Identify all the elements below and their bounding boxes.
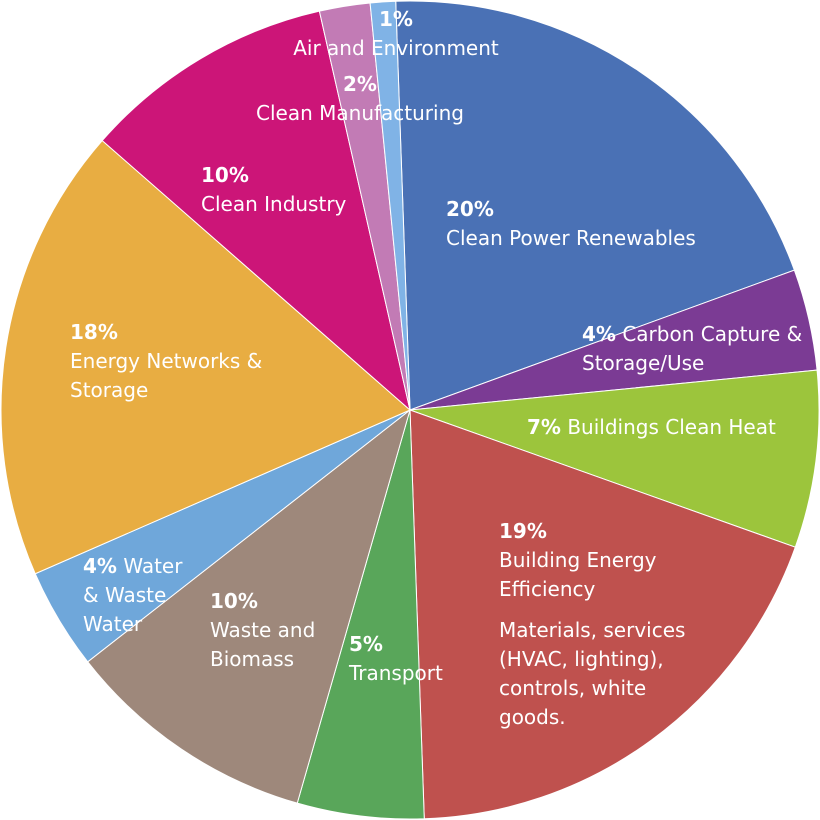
slice	[101, 10, 411, 412]
slice-label: 2% Clean Manufacturing	[230, 70, 490, 128]
category-label: Air and Environment	[293, 36, 499, 60]
percent-label: 10%	[201, 163, 249, 187]
percent-label: 19%	[499, 519, 547, 543]
percent-label: 2%	[343, 72, 377, 96]
description: Materials, services (HVAC, lighting), co…	[499, 618, 686, 729]
category-label: Buildings Clean Heat	[567, 415, 776, 439]
category-label: Energy Networks & Storage	[70, 349, 263, 402]
slice	[409, 409, 796, 820]
slice	[0, 139, 411, 575]
percent-label: 18%	[70, 320, 118, 344]
percent-label: 20%	[446, 197, 494, 221]
percent-label: 10%	[210, 589, 258, 613]
slice-label: 4% Carbon Capture & Storage/Use	[582, 320, 812, 378]
percent-label: 4%	[582, 322, 616, 346]
slice-label: 18% Energy Networks & Storage	[70, 318, 265, 405]
slice-label: 5% Transport	[349, 630, 469, 688]
slice-label: 10% Waste and Biomass	[210, 587, 340, 674]
slice	[395, 0, 795, 411]
category-label: Water & Waste Water	[83, 554, 183, 636]
percent-label: 4%	[83, 554, 117, 578]
percent-label: 7%	[527, 415, 561, 439]
slice-label: 19% Building Energy Efficiency Materials, …	[499, 517, 699, 732]
slice-label: 10% Clean Industry	[201, 161, 401, 219]
percent-label: 5%	[349, 632, 383, 656]
category-label: Building Energy Efficiency	[499, 548, 657, 601]
percent-label: 1%	[379, 7, 413, 31]
slice-label: 1% Air and Environment	[266, 5, 526, 63]
category-label: Clean Industry	[201, 192, 347, 216]
slice	[369, 0, 411, 411]
slice	[409, 369, 820, 548]
slice-label: 7% Buildings Clean Heat	[527, 413, 812, 442]
slice-label: 20% Clean Power Renewables	[446, 195, 746, 253]
category-label: Clean Manufacturing	[256, 101, 464, 125]
slice-label: 4% Water & Waste Water	[83, 552, 193, 639]
category-label: Transport	[349, 661, 443, 685]
category-label: Carbon Capture & Storage/Use	[582, 322, 803, 375]
slice	[87, 408, 411, 804]
category-label: Waste and Biomass	[210, 618, 316, 671]
category-label: Clean Power Renewables	[446, 226, 696, 250]
